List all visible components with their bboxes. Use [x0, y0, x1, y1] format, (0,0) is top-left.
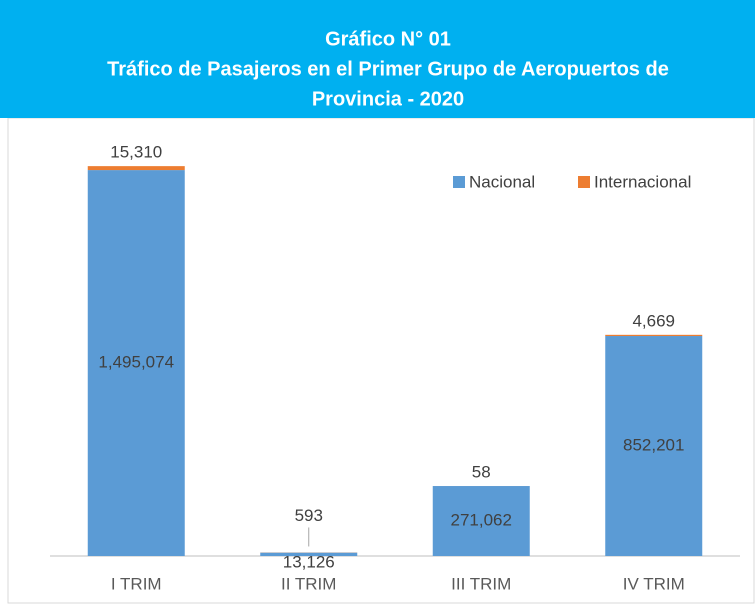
- data-label: 593: [295, 506, 323, 525]
- legend-label: Nacional: [469, 172, 535, 191]
- data-label: 13,126: [283, 552, 335, 571]
- data-label: 58: [472, 463, 491, 482]
- legend-swatch: [578, 176, 590, 188]
- chart-title: Provincia - 2020: [312, 88, 464, 110]
- data-label: 852,201: [623, 435, 684, 454]
- bar-segment: [260, 552, 358, 556]
- chart-title: Tráfico de Pasajeros en el Primer Grupo …: [107, 58, 669, 80]
- header-box: [0, 0, 755, 118]
- x-tick-label: IV TRIM: [623, 574, 685, 593]
- x-tick-label: II TRIM: [281, 574, 336, 593]
- bar-segment: [605, 336, 703, 556]
- x-tick-label: I TRIM: [111, 574, 162, 593]
- legend-label: Internacional: [594, 172, 691, 191]
- data-label: 271,062: [451, 511, 512, 530]
- data-label: 1,495,074: [98, 353, 174, 372]
- bar-segment: [605, 334, 703, 337]
- bar-segment: [87, 170, 185, 556]
- chart-title: Gráfico N° 01: [325, 28, 451, 50]
- data-label: 4,669: [632, 311, 675, 330]
- data-label: 15,310: [110, 143, 162, 162]
- bar-segment: [432, 486, 530, 556]
- x-tick-label: III TRIM: [451, 574, 511, 593]
- legend-swatch: [453, 176, 465, 188]
- bar-segment: [87, 166, 185, 171]
